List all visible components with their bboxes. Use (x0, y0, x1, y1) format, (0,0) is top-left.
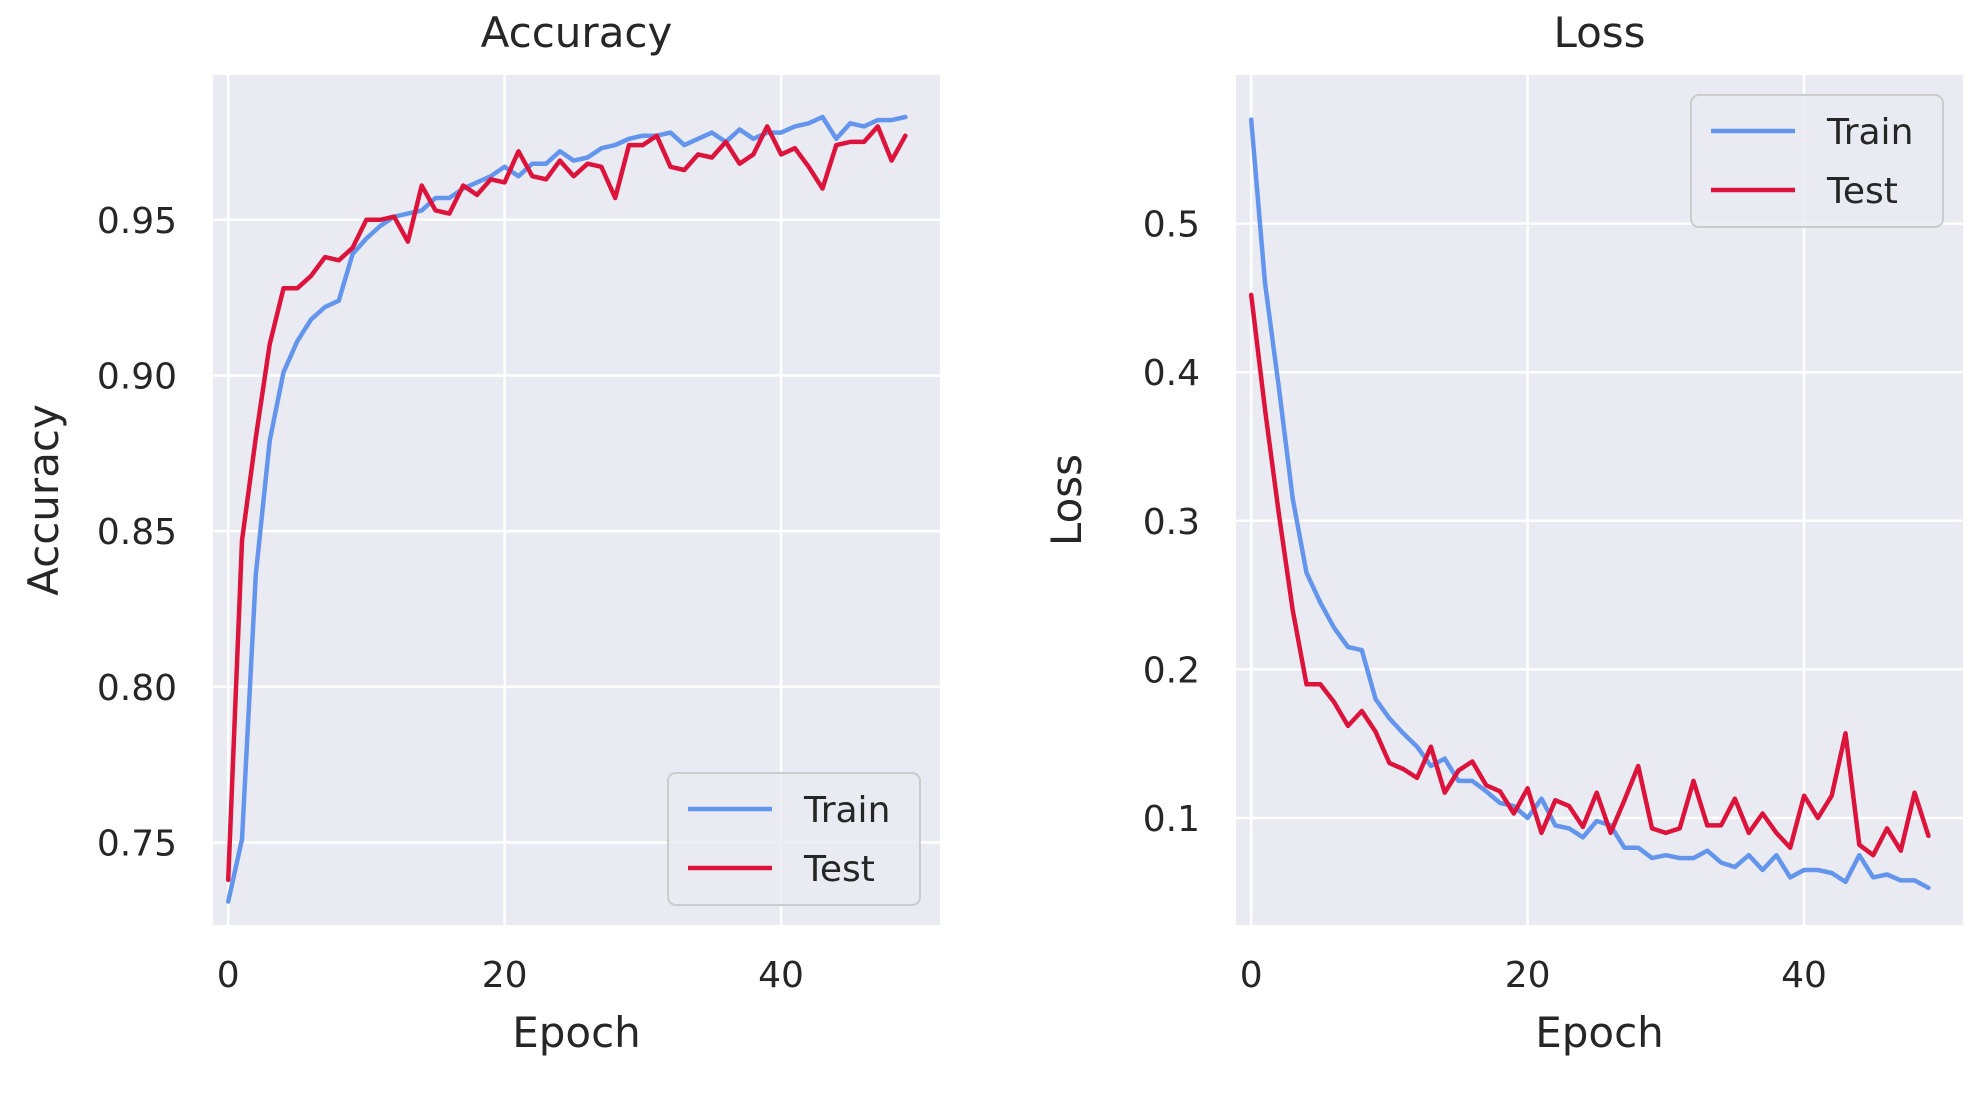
y-tick-label: 0.1 (1143, 799, 1200, 840)
y-tick-label: 0.5 (1143, 205, 1200, 246)
x-tick-label: 40 (1781, 955, 1827, 996)
legend-label-test: Test (1826, 171, 1898, 212)
y-tick-label: 0.3 (1143, 502, 1200, 543)
y-axis-label: Accuracy (19, 404, 68, 596)
x-axis-label: Epoch (1535, 1008, 1664, 1057)
x-axis-label: Epoch (512, 1008, 641, 1057)
legend-label-train: Train (1826, 112, 1913, 153)
legend-label-train: Train (803, 790, 890, 831)
x-tick-label: 0 (217, 955, 240, 996)
y-tick-label: 0.75 (97, 823, 177, 864)
y-tick-label: 0.2 (1143, 650, 1200, 691)
y-tick-label: 0.85 (97, 512, 177, 553)
x-tick-label: 20 (482, 955, 528, 996)
y-tick-label: 0.4 (1143, 353, 1200, 394)
legend-box (667, 772, 921, 906)
legend: Train Test (667, 772, 921, 906)
chart-title: Loss (1553, 8, 1645, 57)
series-line-test (1248, 292, 1931, 858)
x-tick-label: 0 (1240, 955, 1263, 996)
y-tick-label: 0.90 (97, 356, 177, 397)
y-axis-label: Loss (1042, 454, 1091, 546)
x-tick-label: 40 (758, 955, 804, 996)
chart-1: 0 20 40 0.1 0.2 0.3 0.4 0.5 Loss Epoch Loss Train Te… (1042, 8, 1963, 1057)
series-line-train (225, 114, 908, 904)
legend: Train Test (1690, 94, 1944, 228)
chart-0: 0 20 40 0.75 0.80 0.85 0.90 0.95 Accuracy Epoch Ac… (19, 8, 940, 1057)
y-tick-label: 0.95 (97, 201, 177, 242)
legend-box (1690, 94, 1944, 228)
x-tick-label: 20 (1505, 955, 1551, 996)
legend-label-test: Test (803, 849, 875, 890)
chart-title: Accuracy (481, 8, 673, 57)
series-line-test (225, 124, 908, 883)
series-line-train (1248, 117, 1931, 891)
y-tick-label: 0.80 (97, 668, 177, 709)
